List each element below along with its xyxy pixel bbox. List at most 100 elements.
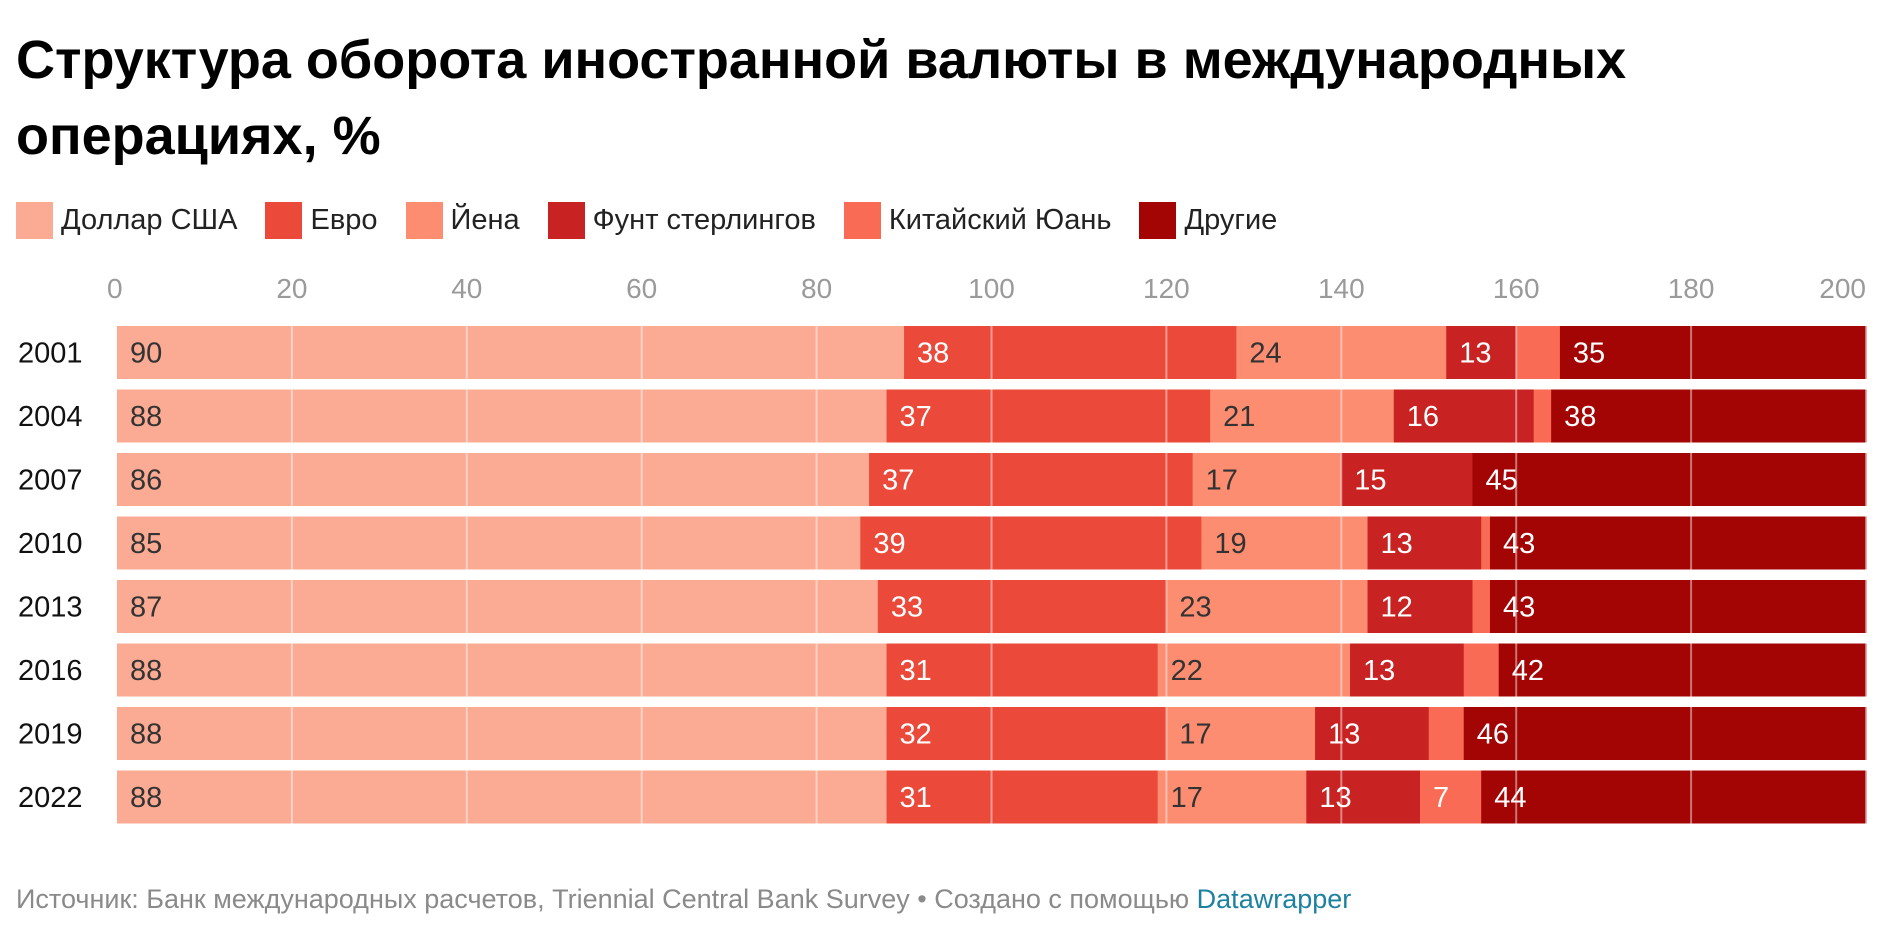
data-label-Фунт-стерлингов-2001: 13 [1459,338,1491,370]
bar-segment-Другие-2019 [1463,707,1867,760]
bar-segment-Йена-2022 [1157,770,1307,824]
bar-segment-Доллар-США-2004 [117,389,888,443]
data-label-Йена-2010: 19 [1214,528,1246,560]
legend-label-other: Другие [1184,204,1278,236]
bar-segment-Евро-2007 [869,453,1194,506]
legend-swatch-usd [16,202,53,239]
bar-segment-Фунт-стерлингов-2016 [1350,643,1465,697]
bar-segment-Другие-2022 [1481,770,1867,824]
x-tick-label-0: 0 [107,273,123,304]
data-label-Другие-2007: 45 [1485,465,1517,497]
legend-item-gbp: Фунт стерлингов [547,202,816,239]
x-tick-label-120: 120 [1143,273,1190,304]
bar-segment-Евро-2019 [886,707,1167,760]
bar-segment-Йена-2007 [1192,453,1342,506]
data-label-Доллар-США-2004: 88 [130,401,162,433]
legend-label-usd: Доллар США [61,204,238,236]
bar-segment-Евро-2004 [886,389,1211,443]
bar-segment-Евро-2016 [886,643,1159,697]
x-tick-label-160: 160 [1493,273,1540,304]
bar-segment-Китайский-Юань-2004 [1533,389,1552,443]
bar-segment-Евро-2022 [886,770,1159,824]
data-label-Йена-2004: 21 [1223,401,1255,433]
bar-segment-Другие-2013 [1489,580,1867,633]
x-tick-label-40: 40 [451,273,482,304]
data-label-Доллар-США-2007: 86 [130,465,162,497]
legend-item-cny: Китайский Юань [843,202,1112,239]
data-label-Фунт-стерлингов-2007: 15 [1354,465,1386,497]
x-tick-label-20: 20 [276,273,307,304]
bar-segment-Доллар-США-2022 [117,770,888,824]
bar-segment-Фунт-стерлингов-2001 [1446,326,1517,379]
bar-segment-Другие-2007 [1472,453,1867,506]
legend-item-other: Другие [1139,202,1277,239]
bar-segment-Доллар-США-2001 [117,326,905,379]
data-label-Евро-2022: 31 [900,782,932,814]
y-category-label-2010: 2010 [18,528,83,560]
data-label-Евро-2004: 37 [900,401,932,433]
bar-segment-Доллар-США-2016 [117,643,888,697]
bar-segment-Китайский-Юань-2010 [1481,516,1491,570]
legend-swatch-gbp [547,202,585,239]
bar-segment-Йена-2016 [1157,643,1351,697]
bar-segment-Другие-2016 [1498,643,1867,697]
bar-segment-Евро-2013 [877,580,1167,633]
data-label-Йена-2001: 24 [1249,338,1281,370]
bar-segment-Фунт-стерлингов-2010 [1367,516,1482,570]
data-label-Доллар-США-2001: 90 [130,338,162,370]
bar-segment-Йена-2004 [1210,389,1395,443]
datawrapper-link[interactable]: Datawrapper [1196,884,1352,914]
bar-segment-Китайский-Юань-2022 [1420,770,1482,824]
data-label-Евро-2016: 31 [900,655,932,687]
y-category-label-2001: 2001 [18,338,83,370]
data-label-Евро-2001: 38 [917,338,949,370]
legend-item-eur: Евро [265,202,378,239]
data-label-Другие-2001: 35 [1573,338,1605,370]
data-label-Другие-2013: 43 [1503,592,1535,624]
legend-label-cny: Китайский Юань [888,204,1112,236]
data-label-Другие-2019: 46 [1477,719,1509,751]
bar-segment-Фунт-стерлингов-2022 [1306,770,1421,824]
data-label-Другие-2004: 38 [1564,401,1596,433]
data-label-Другие-2022: 44 [1494,782,1526,814]
legend-label-jpy: Йена [450,204,520,236]
data-label-Доллар-США-2022: 88 [130,782,162,814]
data-label-Йена-2019: 17 [1179,719,1211,751]
x-tick-label-100: 100 [968,273,1015,304]
data-label-Доллар-США-2016: 88 [130,655,162,687]
data-label-Евро-2013: 33 [891,592,923,624]
data-label-Фунт-стерлингов-2022: 13 [1319,782,1351,814]
bar-segment-Евро-2001 [904,326,1237,379]
y-category-label-2013: 2013 [18,592,83,624]
data-label-Фунт-стерлингов-2004: 16 [1407,401,1439,433]
legend-item-jpy: Йена [405,202,520,239]
chart-legend: Доллар США Евро Йена Фунт стерлингов Кит… [16,202,1305,239]
data-label-Евро-2007: 37 [882,465,914,497]
x-tick-label-140: 140 [1318,273,1365,304]
stacked-bar-chart: 0 20 40 60 80 100 120 140 160 180 200 2001 90 38 24 13 3… [18,273,1867,824]
bar-segment-Доллар-США-2010 [117,516,861,570]
bar-segment-Йена-2001 [1236,326,1447,379]
data-label-Йена-2022: 17 [1171,782,1203,814]
data-label-Йена-2016: 22 [1171,655,1203,687]
data-label-Доллар-США-2019: 88 [130,719,162,751]
legend-swatch-cny [843,202,881,239]
data-label-Евро-2010: 39 [873,528,905,560]
legend-label-eur: Евро [310,204,378,236]
data-label-Другие-2010: 43 [1503,528,1535,560]
bar-segment-Другие-2010 [1489,516,1867,570]
data-label-Йена-2013: 23 [1179,592,1211,624]
bar-segment-Доллар-США-2007 [117,453,870,506]
bar-segment-Фунт-стерлингов-2004 [1393,389,1535,443]
data-label-Йена-2007: 17 [1206,465,1238,497]
footer-source: Источник: Банк международных расчетов, T… [16,884,1197,914]
bar-segment-Китайский-Юань-2001 [1516,326,1561,379]
bar-segment-Фунт-стерлингов-2019 [1315,707,1430,760]
y-category-label-2019: 2019 [18,719,83,751]
y-category-label-2007: 2007 [18,465,83,497]
legend-label-gbp: Фунт стерлингов [592,204,816,236]
y-category-label-2022: 2022 [18,782,83,814]
legend-item-usd: Доллар США [16,202,237,239]
bar-segment-Йена-2010 [1201,516,1369,570]
data-label-Фунт-стерлингов-2019: 13 [1328,719,1360,751]
